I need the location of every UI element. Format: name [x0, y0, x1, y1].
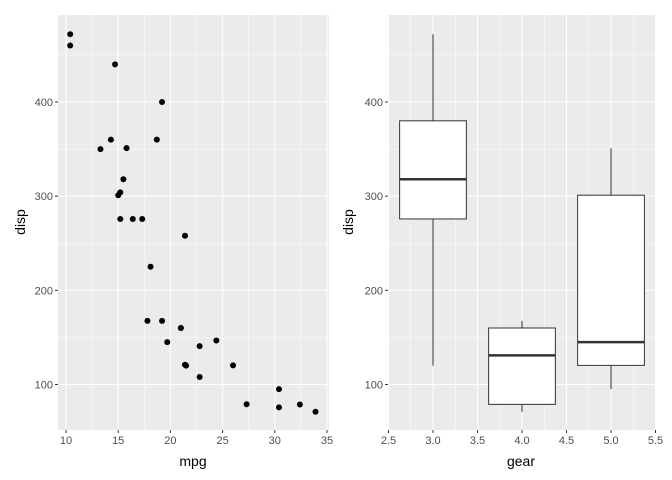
data-point: [196, 343, 203, 350]
x-tick-label: 5.0: [603, 435, 618, 447]
boxplot-panel: 100 200 300 400 2.5 3.0 3.5 4.0 4.5 5.0 5.5: [365, 15, 663, 447]
x-tick-label: 3.0: [425, 435, 440, 447]
data-point: [129, 215, 136, 222]
y-tick-label: 300: [35, 191, 53, 203]
x-axis-label-gear: gear: [507, 453, 535, 469]
x-tick-label: 3.5: [470, 435, 485, 447]
x-tick-label: 5.5: [648, 435, 663, 447]
data-point: [164, 339, 171, 346]
y-tick-label: 100: [35, 380, 53, 392]
data-point: [144, 317, 151, 324]
data-point: [296, 401, 303, 408]
data-point: [147, 263, 154, 270]
data-point: [243, 401, 250, 408]
box: [488, 327, 556, 405]
y-tick-label: 300: [365, 191, 383, 203]
data-point: [67, 42, 74, 49]
data-point: [182, 361, 189, 368]
x-tick-label: 25: [216, 435, 228, 447]
x-tick-label: 35: [321, 435, 333, 447]
data-point: [159, 98, 166, 105]
y-tick-label: 200: [35, 285, 53, 297]
y-tick-label: 400: [35, 97, 53, 109]
y-tick-label: 200: [365, 285, 383, 297]
data-point: [107, 136, 114, 143]
data-point: [67, 31, 74, 38]
data-point: [120, 176, 127, 183]
data-point: [123, 145, 130, 152]
scatter-panel: 100 200 300 400 10 15 20 25 30 35: [35, 15, 333, 447]
data-point: [97, 146, 104, 153]
y-axis-label-disp-right: disp: [340, 209, 356, 235]
data-point: [115, 192, 122, 199]
x-tick-label: 15: [112, 435, 124, 447]
x-tick-label: 10: [60, 435, 72, 447]
data-point: [196, 373, 203, 380]
data-point: [112, 61, 119, 68]
data-point: [153, 136, 160, 143]
data-point: [182, 232, 189, 239]
x-tick-label: 4.5: [559, 435, 574, 447]
x-tick-label: 20: [164, 435, 176, 447]
box: [399, 120, 467, 220]
y-tick-label: 400: [365, 97, 383, 109]
panel-background: [58, 15, 329, 430]
data-point: [213, 337, 220, 344]
data-point: [177, 324, 184, 331]
y-tick-label: 100: [365, 380, 383, 392]
data-point: [117, 215, 124, 222]
y-axis-label-disp-left: disp: [12, 209, 28, 235]
data-point: [275, 404, 282, 411]
x-tick-label: 30: [269, 435, 281, 447]
box: [577, 194, 645, 366]
data-point: [275, 386, 282, 393]
data-point: [159, 317, 166, 324]
x-axis-label-mpg: mpg: [179, 453, 206, 469]
data-point: [312, 408, 319, 415]
data-point: [230, 362, 237, 369]
x-tick-label: 4.0: [514, 435, 529, 447]
data-point: [139, 215, 146, 222]
x-tick-label: 2.5: [381, 435, 396, 447]
